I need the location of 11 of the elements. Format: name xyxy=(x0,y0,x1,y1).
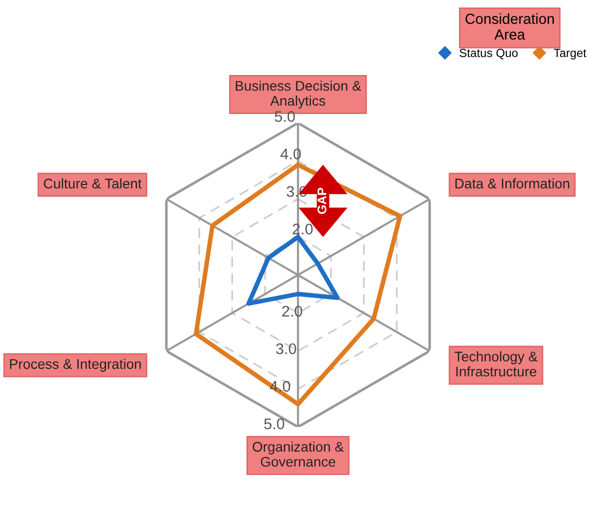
legend-label: Target xyxy=(554,48,586,60)
legend-title: Consideration Area xyxy=(466,13,554,40)
spoke-label: Technology & Infrastructure xyxy=(454,351,538,376)
spoke-label: Data & Information xyxy=(455,178,570,188)
spoke-label: Process & Integration xyxy=(10,358,141,372)
spoke-label: Business Decision & Analytics xyxy=(236,80,362,108)
spoke-label: Organization & Governance xyxy=(252,442,344,467)
spoke-label: Culture & Talent xyxy=(44,178,142,188)
text: GAP xyxy=(318,188,326,214)
y-tick-label: 3.0 xyxy=(276,343,296,354)
legend-label: Status Quo xyxy=(460,48,518,60)
